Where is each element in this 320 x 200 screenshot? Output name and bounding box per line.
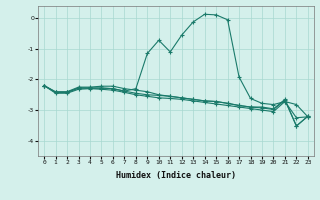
- X-axis label: Humidex (Indice chaleur): Humidex (Indice chaleur): [116, 171, 236, 180]
